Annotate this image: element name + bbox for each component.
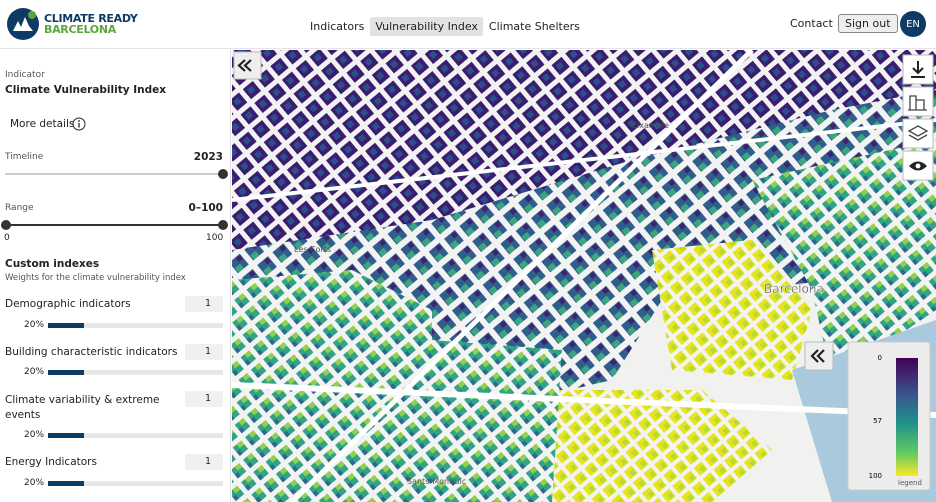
weight-share: 20% [24,367,45,377]
legend-tick: 0 [878,354,882,362]
legend-title: legend [898,479,922,487]
collapse-icon [810,349,825,363]
weight-label: Climate variability & extreme events [5,394,160,421]
share-bar [48,433,223,438]
contact-link[interactable]: Contact [790,17,833,30]
layers-button[interactable] [902,118,934,149]
range-label: Range [5,203,34,213]
place-label: Sants-Montjuïc [407,477,466,486]
weight-share: 20% [24,320,45,330]
weight-label: Building characteristic indicators [5,346,178,358]
more-details-link[interactable]: More details [10,118,75,130]
timeline-label: Timeline [5,152,44,162]
nav-link[interactable]: Vulnerability Index [370,17,483,36]
range-handle-max[interactable] [218,220,228,230]
buildings-icon [908,95,927,111]
map-area [232,270,432,502]
share-bar [48,323,223,328]
map-area [532,390,772,502]
map[interactable]: Eixample Les Corts Barcelona Sants-Montj… [232,50,936,502]
indicator-label: Indicator [5,70,45,80]
buildings-button[interactable] [902,86,934,117]
share-bar [48,481,223,486]
legend-tick: 100 [869,472,882,480]
collapse-icon [237,59,252,72]
indicator-value[interactable]: Climate Vulnerability Index [5,84,167,96]
map-area [652,240,812,380]
weight-share: 20% [24,430,45,440]
sign-out-button[interactable]: Sign out [838,14,898,33]
road [232,382,936,418]
language-button[interactable]: EN [900,11,926,37]
weight-share: 20% [24,478,45,488]
map-area [752,140,936,380]
info-icon[interactable] [72,117,86,131]
map-area [432,340,562,502]
legend: 0 57 100 legend [847,341,931,491]
sidebar: Indicator Climate Vulnerability Index Mo… [0,50,231,502]
place-label: Eixample [632,121,669,130]
map-tools [902,54,934,181]
place-label: Les Corts [294,245,331,254]
logo-title: CLIMATE READY [44,12,138,25]
download-icon [911,61,925,78]
logo-subtitle: BARCELONA [44,23,116,36]
legend-tick: 57 [873,417,882,425]
range-min: 0 [4,233,10,243]
range-handle-min[interactable] [1,220,11,230]
place-label: Barcelona [764,282,824,296]
road [232,118,936,202]
timeline-handle[interactable] [218,169,228,179]
weight-label: Energy Indicators [5,456,97,468]
weight-input[interactable]: 1 [185,296,223,312]
timeline-track [5,173,223,175]
main-nav: Indicators Vulnerability Index Climate She… [305,15,586,36]
weight-input[interactable]: 1 [185,391,223,407]
timeline-value: 2023 [193,151,223,163]
share-bar [48,370,223,375]
range-max: 100 [206,233,224,243]
legend-ramp [896,358,918,476]
logo-icon [7,8,39,40]
weight-input[interactable]: 1 [185,344,223,360]
range-value: 0–100 [188,202,223,214]
road [290,50,754,502]
weight-input[interactable]: 1 [185,454,223,470]
custom-subtitle: Weights for the climate vulnerability in… [5,273,186,283]
range-track [5,224,223,226]
nav-link[interactable]: Indicators [310,20,365,33]
weight-label: Demographic indicators [5,298,131,310]
nav-link[interactable]: Climate Shelters [488,20,580,33]
custom-title: Custom indexes [5,258,100,270]
top-bar: CLIMATE READY BARCELONA Indicators Vulner… [0,0,936,49]
layers-icon [907,125,929,141]
